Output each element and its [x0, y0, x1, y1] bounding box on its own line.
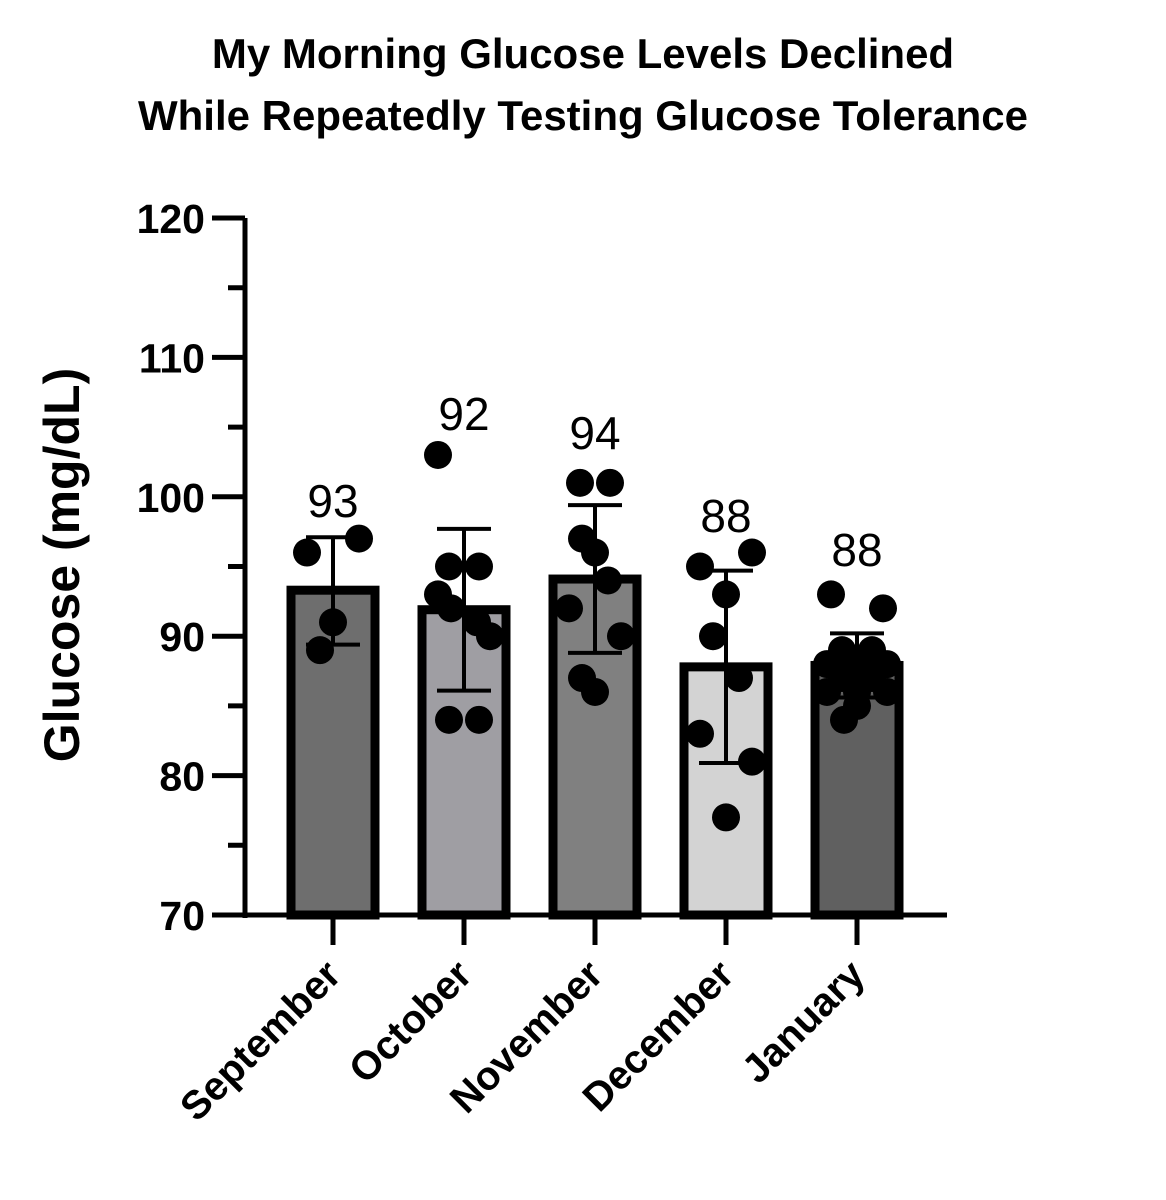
data-point-november — [568, 524, 596, 553]
y-tick-label-90: 90 — [159, 614, 205, 660]
y-tick-label-110: 110 — [139, 335, 205, 381]
data-point-january — [813, 677, 841, 706]
y-tick-label-100: 100 — [137, 475, 205, 521]
value-label-january: 88 — [831, 524, 882, 576]
x-tick-label-january: January — [734, 952, 874, 1092]
data-point-november — [555, 594, 583, 623]
data-point-january — [869, 594, 897, 623]
y-axis-label: Glucose (mg/dL) — [34, 368, 90, 762]
data-point-december — [712, 580, 740, 609]
data-point-september — [293, 538, 321, 567]
data-point-october — [465, 705, 493, 734]
data-point-november — [566, 468, 594, 497]
data-point-december — [686, 719, 714, 748]
data-point-december — [725, 664, 753, 693]
data-point-october — [424, 580, 452, 609]
data-point-november — [607, 622, 635, 651]
data-point-december — [686, 552, 714, 581]
value-label-october: 92 — [438, 388, 489, 440]
data-point-january — [817, 580, 845, 609]
data-point-november — [596, 468, 624, 497]
value-label-december: 88 — [700, 490, 751, 542]
chart-title-line-1: My Morning Glucose Levels Declined — [212, 30, 954, 77]
x-tick-label-october: October — [341, 952, 481, 1092]
chart-title-line-2: While Repeatedly Testing Glucose Toleran… — [138, 92, 1028, 139]
data-point-december — [699, 622, 727, 651]
data-point-october — [435, 552, 463, 581]
data-point-december — [738, 747, 766, 776]
data-point-november — [568, 664, 596, 693]
data-point-january — [830, 705, 858, 734]
y-tick-label-70: 70 — [159, 893, 205, 939]
y-tick-label-80: 80 — [159, 754, 205, 800]
data-point-september — [345, 524, 373, 553]
data-point-november — [594, 566, 622, 595]
data-point-october — [435, 705, 463, 734]
value-label-september: 93 — [307, 475, 358, 527]
data-point-october — [424, 440, 452, 469]
data-point-september — [306, 636, 334, 665]
value-label-november: 94 — [569, 407, 620, 459]
data-point-october — [476, 622, 504, 651]
x-tick-label-september: September — [172, 952, 349, 1129]
data-point-december — [738, 538, 766, 567]
data-point-september — [319, 608, 347, 637]
data-point-october — [465, 552, 493, 581]
plot-area: 708090100110120SeptemberOctoberNovemberD… — [137, 196, 947, 1130]
y-tick-label-120: 120 — [137, 196, 205, 242]
data-point-december — [712, 803, 740, 832]
data-point-january — [873, 677, 901, 706]
bar-december — [679, 662, 773, 920]
